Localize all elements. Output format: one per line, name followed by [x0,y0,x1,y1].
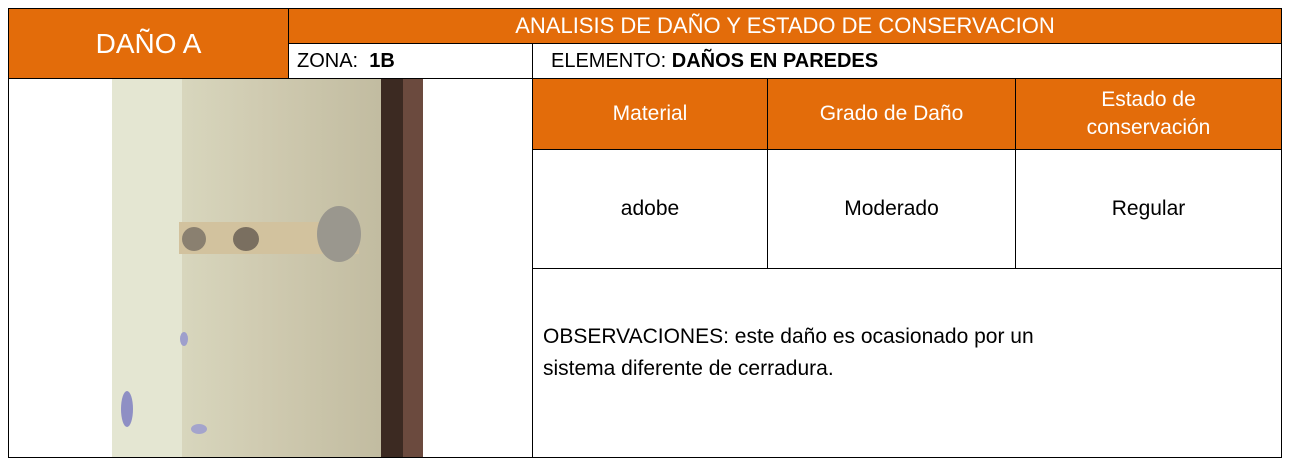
value-text: Regular [1111,197,1186,220]
value-cell: adobe [532,149,768,269]
elemento-value: DAÑOS EN PAREDES [671,49,879,72]
elemento: ELEMENTO: DAÑOS EN PAREDES [532,43,1282,79]
title: ANALISIS DE DAÑO Y ESTADO DE CONSERVACIO… [288,8,1282,44]
damage-code: DAÑO A [8,8,289,79]
value-text: Moderado [844,197,939,220]
observations-cell: OBSERVACIONES: este daño es ocasionado p… [532,268,1282,458]
zona: ZONA: 1B [288,43,533,79]
zona-label: ZONA: [297,49,359,72]
photo-cell [8,78,533,458]
zona-value: 1B [369,49,395,72]
value-cell: Regular [1015,149,1282,269]
header-cell: Material [532,78,768,150]
value-text: adobe [620,197,680,220]
header-text: Estado de conservación [1086,88,1211,139]
header-cell: Grado de Daño [767,78,1016,150]
title-text: ANALISIS DE DAÑO Y ESTADO DE CONSERVACIO… [515,13,1055,38]
header-text: Grado de Daño [819,102,964,125]
header-cell: Estado de conservación [1015,78,1282,150]
damage-code-text: DAÑO A [95,27,202,59]
header-text: Material [612,102,688,125]
observations-text: OBSERVACIONES: este daño es ocasionado p… [543,325,1034,380]
elemento-label: ELEMENTO: [551,49,667,72]
value-cell: Moderado [767,149,1016,269]
photo [112,79,423,457]
